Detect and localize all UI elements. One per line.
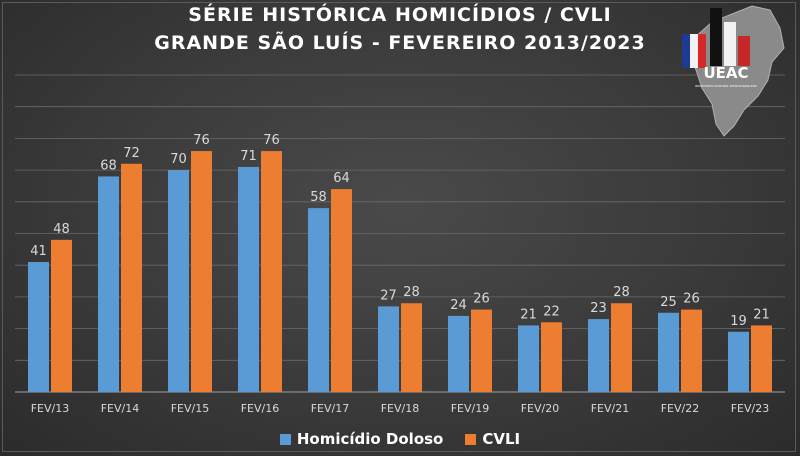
ueac-logo: UEAC UNIDADE DE ESTATÍSTICA E ANÁLISE CR…	[682, 5, 785, 137]
legend-label-homicidio: Homicídio Doloso	[296, 430, 444, 448]
x-tick-label: FEV/13	[31, 402, 70, 415]
bar-homicidio	[378, 306, 399, 392]
data-label-cvli: 48	[53, 222, 70, 237]
data-label-homicidio: 19	[730, 314, 747, 329]
data-label-homicidio: 68	[100, 158, 117, 173]
bar-homicidio	[238, 166, 259, 392]
x-tick-label: FEV/15	[171, 402, 210, 415]
bar-cvli	[401, 303, 422, 392]
logo-white-pillar	[724, 22, 736, 66]
chart-title-line-2: GRANDE SÃO LUÍS - FEVEREIRO 2013/2023	[154, 32, 646, 54]
bar-homicidio	[588, 319, 609, 392]
bar-homicidio	[28, 262, 49, 392]
bar-cvli	[261, 151, 282, 392]
legend-item-cvli: CVLI	[465, 430, 520, 448]
bar-homicidio	[448, 315, 469, 392]
bar-cvli	[51, 239, 72, 392]
chart-legend: Homicídio Doloso CVLI	[0, 430, 800, 448]
data-label-cvli: 28	[403, 285, 420, 300]
x-tick-label: FEV/18	[381, 402, 420, 415]
data-label-cvli: 26	[683, 292, 700, 307]
x-tick-label: FEV/22	[661, 402, 700, 415]
flag-red-bar	[698, 34, 706, 68]
x-tick-label: FEV/20	[521, 402, 560, 415]
data-label-homicidio: 70	[170, 152, 187, 167]
x-tick-label: FEV/17	[311, 402, 350, 415]
bar-homicidio	[658, 312, 679, 392]
logo-black-pillar	[710, 8, 722, 66]
bar-cvli	[541, 322, 562, 392]
bar-cvli	[471, 309, 492, 392]
bar-homicidio	[518, 325, 539, 392]
data-label-cvli: 76	[193, 133, 210, 148]
data-label-cvli: 64	[333, 171, 350, 186]
flag-white-bar	[690, 34, 698, 68]
data-label-homicidio: 21	[520, 307, 537, 322]
legend-item-homicidio: Homicídio Doloso	[279, 430, 444, 448]
legend-label-cvli: CVLI	[482, 430, 521, 448]
data-label-homicidio: 41	[30, 244, 47, 259]
bar-cvli	[331, 189, 352, 392]
flag-blue-bar	[682, 34, 690, 68]
data-label-homicidio: 24	[450, 298, 467, 313]
data-label-homicidio: 27	[380, 288, 397, 303]
bar-homicidio	[728, 331, 749, 392]
logo-text: UEAC	[703, 64, 748, 82]
data-label-cvli: 76	[263, 133, 280, 148]
bar-cvli	[191, 151, 212, 392]
chart-frame	[2, 2, 796, 452]
chart-title-line-1: SÉRIE HISTÓRICA HOMICÍDIOS / CVLI	[188, 4, 612, 26]
data-label-cvli: 26	[473, 292, 490, 307]
bar-cvli	[681, 309, 702, 392]
data-label-homicidio: 23	[590, 301, 607, 316]
bar-homicidio	[168, 170, 189, 392]
data-label-cvli: 72	[123, 146, 140, 161]
legend-swatch-cvli	[465, 433, 477, 445]
data-label-homicidio: 58	[310, 190, 327, 205]
data-label-cvli: 28	[613, 285, 630, 300]
x-tick-label: FEV/21	[591, 402, 630, 415]
legend-swatch-homicidio	[279, 433, 291, 445]
data-label-cvli: 22	[543, 304, 560, 319]
bar-cvli	[751, 325, 772, 392]
logo-subtext: UNIDADE DE ESTATÍSTICA E ANÁLISE CRIMINA…	[695, 83, 757, 88]
data-label-homicidio: 25	[660, 295, 677, 310]
x-tick-label: FEV/23	[731, 402, 770, 415]
bar-cvli	[121, 163, 142, 392]
bar-homicidio	[308, 208, 329, 392]
data-label-homicidio: 71	[240, 149, 257, 164]
x-tick-label: FEV/19	[451, 402, 490, 415]
logo-red-pillar	[738, 36, 750, 66]
bar-homicidio	[98, 176, 119, 392]
x-tick-label: FEV/14	[101, 402, 140, 415]
x-tick-label: FEV/16	[241, 402, 280, 415]
data-label-cvli: 21	[753, 307, 770, 322]
bar-cvli	[611, 303, 632, 392]
